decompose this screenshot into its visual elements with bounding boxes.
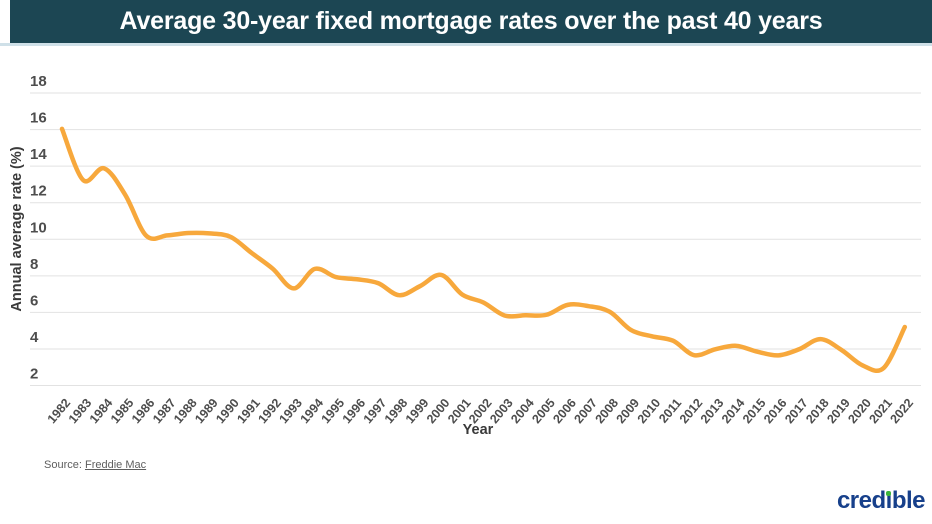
x-tick-label: 2008	[593, 396, 622, 426]
x-tick-label: 1997	[361, 396, 390, 426]
y-tick-label: 18	[30, 73, 47, 90]
x-tick-label: 2018	[803, 396, 832, 426]
x-tick-label: 2009	[614, 396, 643, 426]
x-tick-label: 2005	[529, 396, 558, 426]
x-tick-label: 1987	[150, 396, 179, 426]
x-tick-label: 1992	[255, 396, 284, 426]
x-tick-label: 1994	[298, 396, 327, 426]
x-tick-label: 2019	[824, 396, 853, 426]
y-axis-title: Annual average rate (%)	[9, 146, 25, 311]
logo-text-right: ble	[891, 487, 926, 514]
logo-i-dot-icon	[886, 490, 892, 496]
x-tick-label: 1991	[234, 396, 263, 426]
x-tick-label: 2022	[887, 396, 916, 426]
x-tick-label: 1995	[319, 396, 348, 426]
x-tick-label: 2021	[866, 396, 895, 426]
x-tick-label: 2007	[571, 396, 600, 426]
y-tick-label: 6	[30, 292, 38, 309]
x-tick-label: 2013	[698, 396, 727, 426]
source-prefix: Source:	[44, 459, 85, 471]
x-tick-label: 2000	[424, 396, 453, 426]
x-axis-title: Year	[463, 422, 494, 438]
x-tick-label: 1986	[129, 396, 158, 426]
x-tick-label: 1993	[276, 396, 305, 426]
x-tick-label: 1998	[382, 396, 411, 426]
x-tick-label: 2014	[719, 396, 748, 426]
y-tick-label: 16	[30, 110, 47, 127]
x-tick-label: 1982	[45, 396, 74, 426]
x-tick-label: 2020	[845, 396, 874, 426]
y-tick-label: 4	[30, 329, 39, 346]
x-tick-label: 1984	[87, 396, 116, 426]
x-tick-label: 2006	[550, 396, 579, 426]
header-underline	[0, 43, 932, 46]
x-tick-label: 2004	[508, 396, 537, 426]
page-title: Average 30-year fixed mortgage rates ove…	[119, 7, 823, 35]
x-tick-label: 1989	[192, 396, 221, 426]
y-tick-label: 8	[30, 256, 38, 273]
y-tick-label: 12	[30, 183, 47, 200]
x-tick-label: 1996	[340, 396, 369, 426]
logo-letter-i: ı	[885, 487, 893, 514]
source-label: Source: Freddie Mac	[44, 459, 146, 471]
x-tick-label: 1983	[66, 396, 95, 426]
x-tick-label: 1990	[213, 396, 242, 426]
y-tick-label: 10	[30, 219, 47, 236]
x-tick-label: 1999	[403, 396, 432, 426]
header-bar: Average 30-year fixed mortgage rates ove…	[10, 0, 932, 43]
x-tick-label: 2015	[740, 396, 769, 426]
x-tick-label: 2012	[677, 396, 706, 426]
freddie-mac-link[interactable]: Freddie Mac	[84, 459, 147, 471]
x-tick-label: 2016	[761, 396, 790, 426]
x-tick-label: 1988	[171, 396, 200, 426]
rate-line	[59, 126, 908, 373]
logo-text-left: cred	[836, 487, 886, 514]
y-tick-label: 2	[30, 366, 38, 383]
x-tick-label: 1985	[108, 396, 137, 426]
y-tick-label: 14	[30, 146, 47, 163]
x-tick-label: 2010	[635, 396, 664, 426]
credible-logo: credı ble	[836, 487, 926, 514]
x-tick-label: 2017	[782, 396, 811, 426]
